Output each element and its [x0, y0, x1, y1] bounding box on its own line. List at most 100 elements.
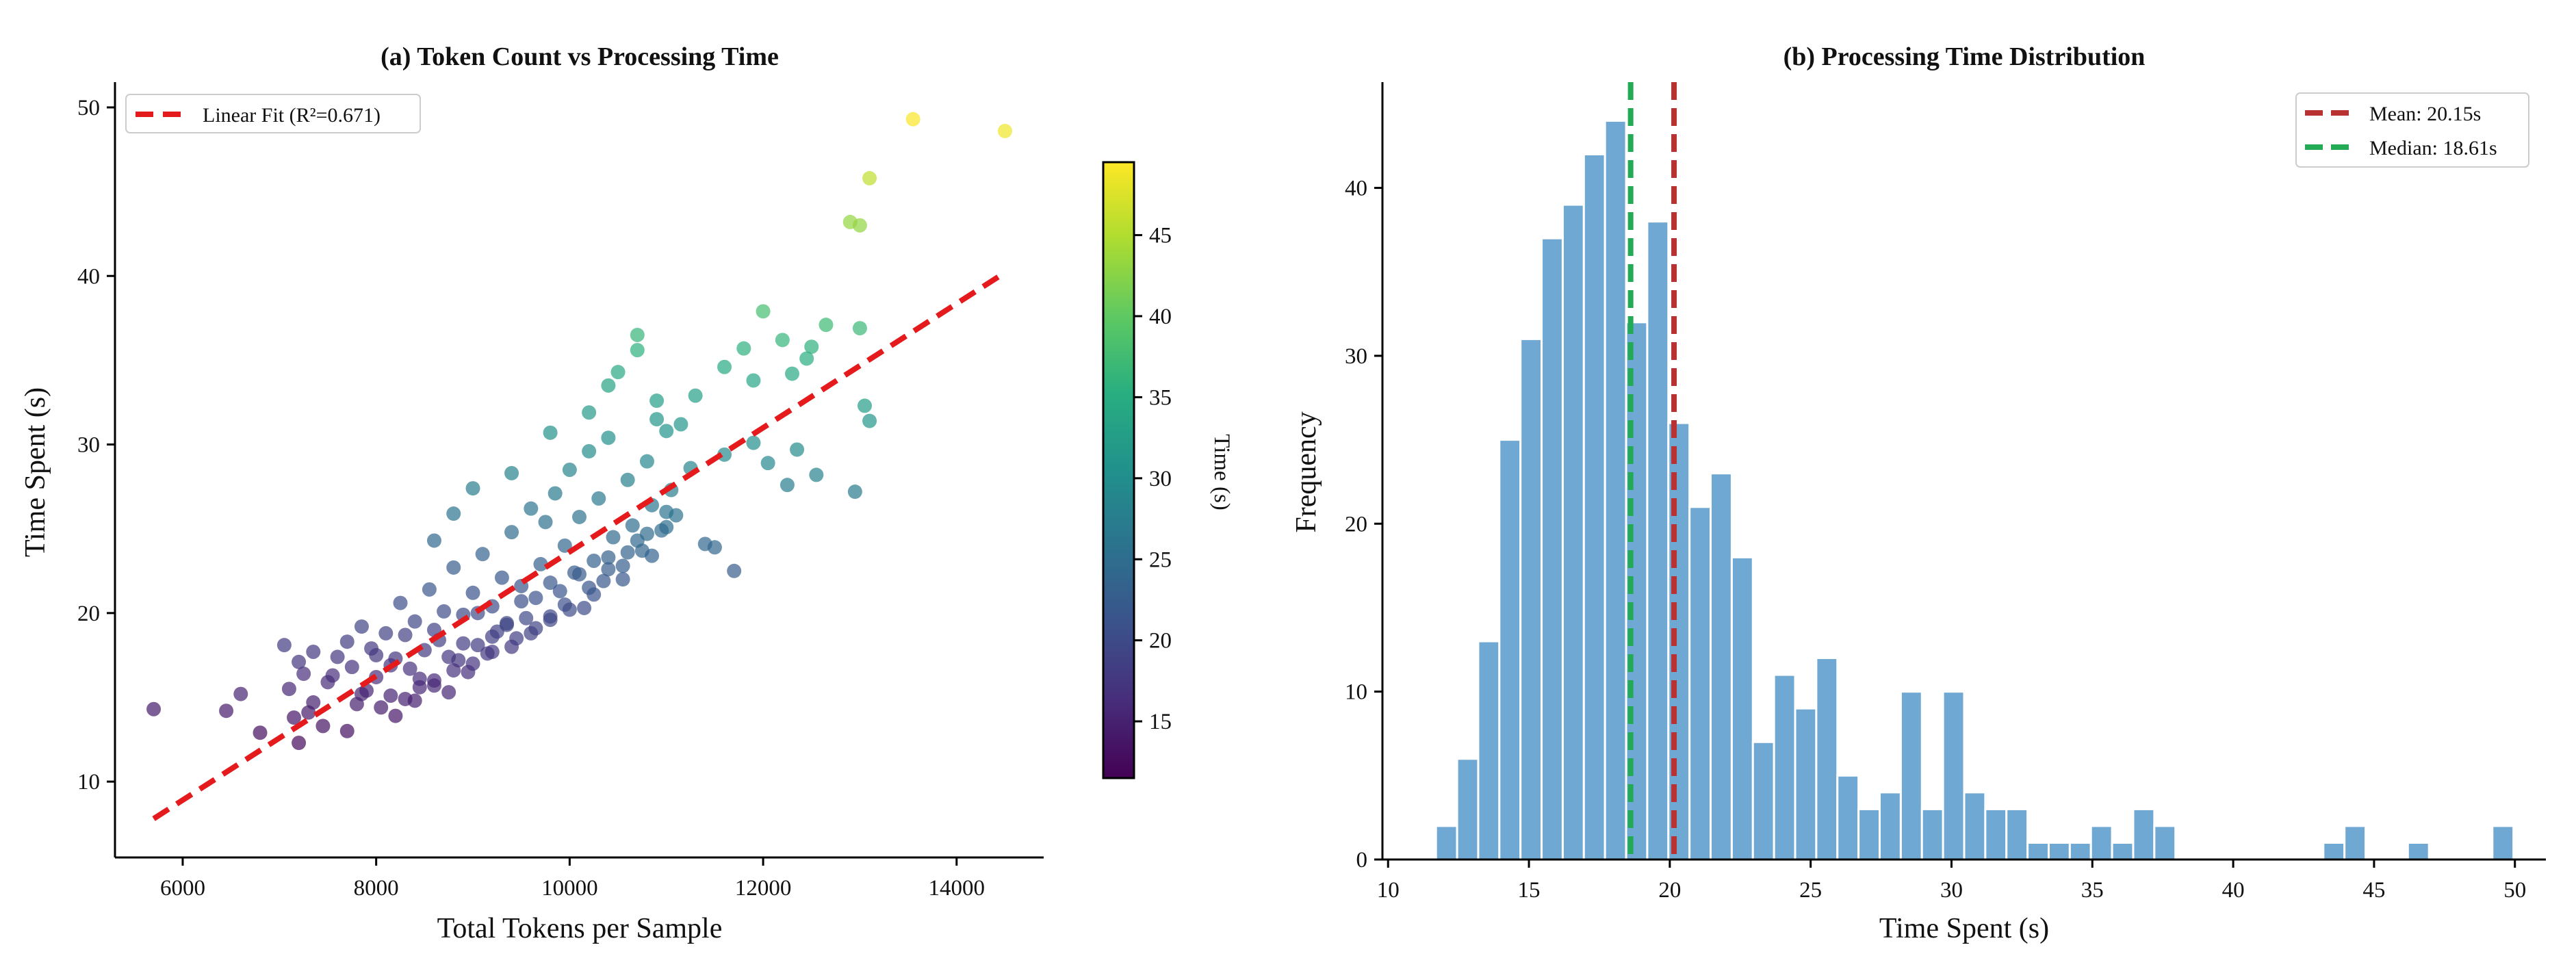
histogram-bar — [1751, 740, 1775, 861]
histogram-bar — [1646, 220, 1670, 861]
scatter-point — [407, 693, 422, 708]
histogram-bar — [2111, 841, 2135, 861]
histogram-panel: (b) Processing Time Distribution 10 15 20 2… — [1291, 42, 2546, 944]
scatter-point — [630, 327, 645, 342]
scatter-point — [615, 558, 630, 573]
scatter-point — [219, 703, 234, 719]
scatter-point — [905, 112, 920, 127]
histogram-bar — [1942, 690, 1966, 861]
scatter-point — [339, 723, 355, 738]
scatter-point — [746, 435, 761, 450]
colorbar-tick-label: 35 — [1149, 385, 1172, 410]
histogram-bar — [1794, 707, 1818, 861]
histogram-bar — [1730, 556, 1754, 861]
hist-y-tick-label: 20 — [1345, 512, 1367, 537]
scatter-point — [354, 686, 369, 701]
hist-x-tick-label: 20 — [1658, 878, 1681, 903]
colorbar-gradient — [1102, 161, 1135, 779]
scatter-panel: (a) Token Count vs Processing Time 6000 8… — [20, 42, 1234, 944]
scatter-point — [339, 634, 355, 649]
scatter-point — [601, 430, 616, 445]
histogram-bar — [1879, 791, 1902, 861]
scatter-point — [582, 580, 597, 595]
scatter-point — [524, 625, 539, 641]
scatter-point — [330, 649, 345, 664]
scatter-point — [756, 304, 771, 319]
scatter-point — [601, 378, 616, 393]
hist-y-tick-label: 40 — [1345, 177, 1367, 201]
legend-mean-label: Mean: 20.15s — [2369, 103, 2481, 125]
scatter-point — [528, 591, 543, 606]
histogram-bar — [1603, 119, 1627, 861]
scatter-y-ticks: 10 20 30 40 50 — [77, 96, 115, 794]
scatter-point — [819, 318, 834, 333]
scatter-point — [649, 412, 665, 427]
histogram-bar — [1899, 690, 1923, 861]
scatter-point — [639, 454, 654, 469]
hist-x-tick-label: 35 — [2081, 878, 2104, 903]
scatter-point — [620, 472, 635, 487]
histogram-bar — [1477, 640, 1501, 861]
scatter-point — [412, 671, 427, 686]
scatter-point — [441, 685, 456, 700]
scatter-point — [543, 612, 558, 628]
scatter-point — [673, 417, 688, 432]
scatter-point — [591, 491, 606, 506]
scatter-point — [582, 405, 597, 420]
fit-line — [152, 270, 1007, 821]
scatter-point — [572, 509, 587, 524]
colorbar-tick-label: 40 — [1149, 305, 1172, 329]
legend-fit-label: Linear Fit (R²=0.671) — [203, 104, 381, 127]
scatter-point — [398, 628, 413, 643]
scatter-point — [456, 636, 471, 651]
scatter-point — [582, 443, 597, 458]
scatter-point — [388, 708, 403, 723]
scatter-point — [426, 678, 441, 693]
colorbar-label: Time (s) — [1209, 434, 1234, 511]
scatter-point — [784, 366, 799, 381]
hist-x-tick-label: 40 — [2222, 878, 2245, 903]
histogram-bar — [2089, 825, 2113, 861]
histogram-x-ticks: 10 15 20 25 30 35 40 45 50 — [1377, 860, 2526, 903]
histogram-bar — [2026, 841, 2050, 861]
scatter-x-ticks: 6000 8000 10000 12000 14000 — [160, 857, 985, 901]
scatter-point — [402, 661, 417, 676]
scatter-point — [630, 343, 645, 358]
scatter-point — [736, 341, 751, 356]
histogram-title: (b) Processing Time Distribution — [1783, 42, 2146, 71]
scatter-point — [393, 595, 408, 610]
scatter-point — [233, 686, 248, 701]
scatter-point — [862, 170, 877, 185]
histogram-bar — [2047, 841, 2071, 861]
scatter-point — [276, 638, 292, 653]
scatter-point — [543, 425, 558, 440]
scatter-point — [707, 540, 722, 555]
scatter-point — [325, 668, 340, 683]
scatter-point — [504, 639, 519, 654]
scatter-point — [437, 604, 452, 619]
scatter-point — [538, 515, 553, 530]
scatter-point — [446, 663, 461, 678]
scatter-point — [562, 602, 577, 617]
scatter-point — [485, 629, 500, 644]
scatter-point — [577, 600, 592, 615]
histogram-bar — [1773, 673, 1796, 861]
scatter-point — [465, 656, 480, 671]
scatter-point — [281, 682, 296, 697]
scatter-point — [470, 638, 485, 653]
scatter-point — [344, 660, 359, 675]
legend-box — [125, 94, 421, 133]
scatter-point — [475, 547, 490, 562]
x-tick-label: 8000 — [354, 876, 399, 901]
colorbar-tick-label: 20 — [1149, 629, 1172, 654]
histogram-bar — [1857, 808, 1881, 861]
x-tick-label: 10000 — [541, 876, 598, 901]
scatter-point — [997, 123, 1012, 138]
colorbar: 15 20 25 30 35 40 45 Time (s) — [1102, 161, 1234, 779]
scatter-point — [625, 518, 640, 533]
histogram-bar — [1984, 808, 2008, 861]
scatter-point — [533, 556, 548, 571]
scatter-point — [717, 359, 732, 374]
scatter-point — [639, 526, 654, 541]
scatter-point — [306, 645, 321, 660]
